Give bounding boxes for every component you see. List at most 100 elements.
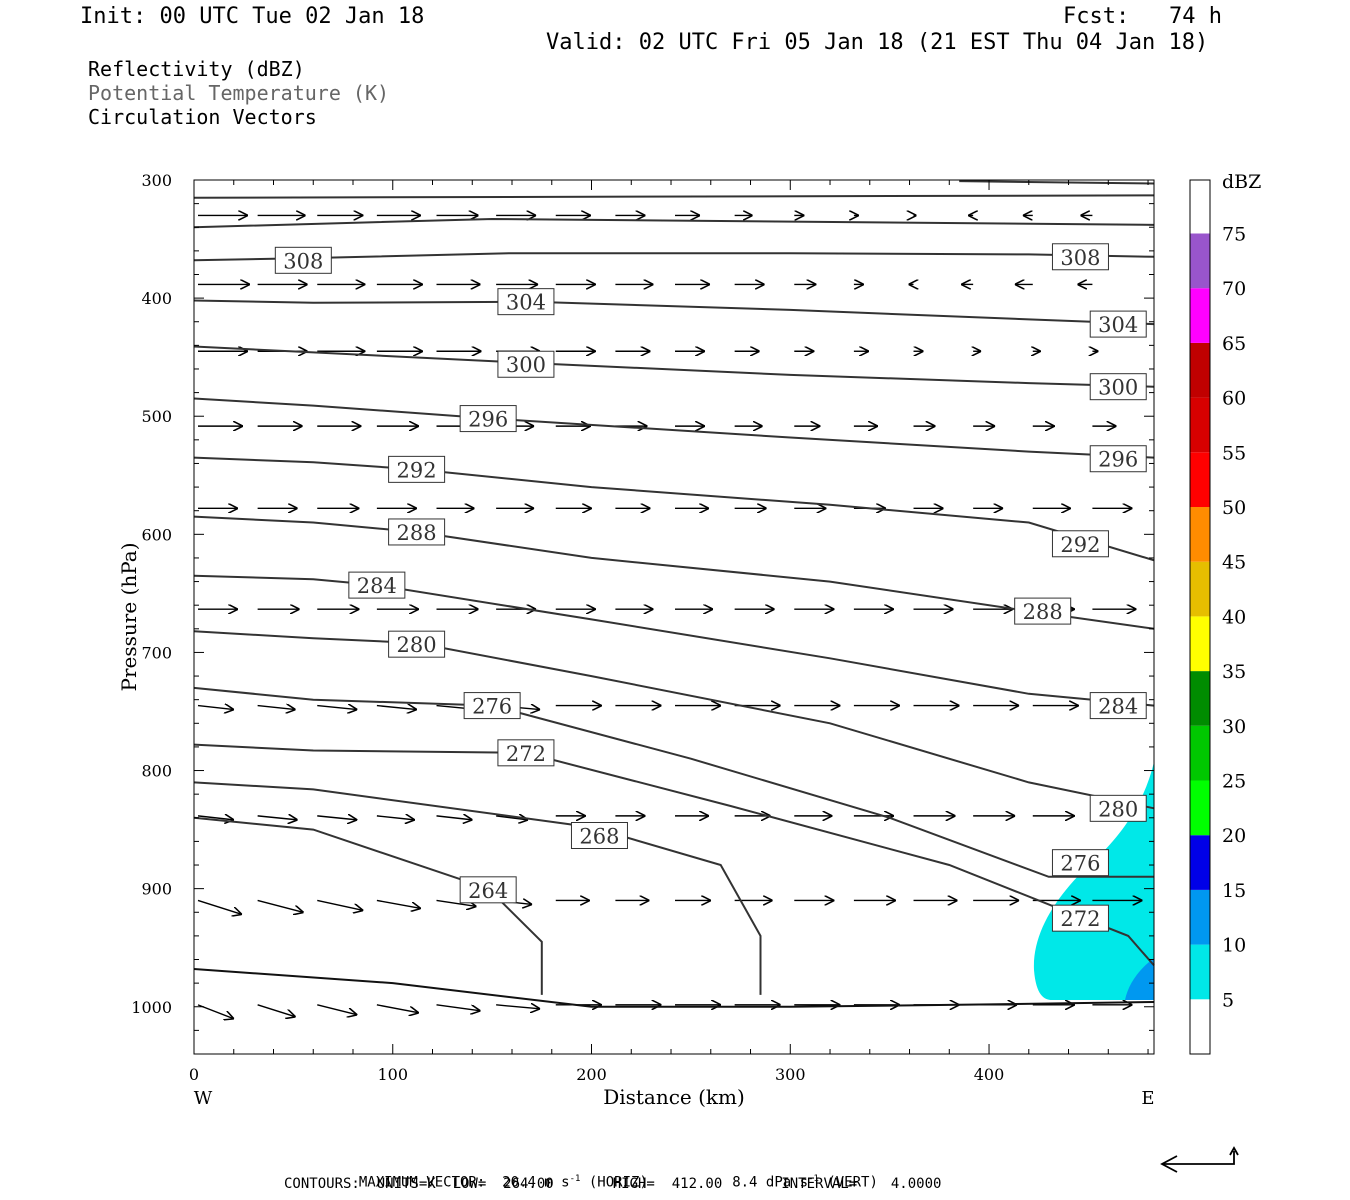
circulation-vector <box>376 1004 419 1013</box>
contour-label-box <box>1051 904 1109 932</box>
theta-contours: 308 308 304 304 300 300 296 296 292 292 288 288 284 2… <box>193 180 1155 1008</box>
contour-label-box <box>1089 445 1147 473</box>
footer-contours: CONTOURS: UNITS=K LOW= 264.00 HIGH= 412.… <box>284 1176 942 1192</box>
reflectivity-fill <box>1033 762 1154 1000</box>
colorbar-segment <box>1190 835 1210 890</box>
x-tick-label: 0 <box>189 1065 199 1084</box>
x-end-label-east: E <box>1141 1088 1154 1109</box>
init-time: Init: 00 UTC Tue 02 Jan 18 <box>80 4 425 29</box>
footer-vert-unit: (VERT) <box>827 1174 878 1191</box>
colorbar-segment <box>1190 288 1210 343</box>
circulation-vector <box>197 816 234 820</box>
contour-label-288: 288 <box>397 521 437 545</box>
y-tick-label: 600 <box>141 525 172 544</box>
legend-potential-temperature: Potential Temperature (K) <box>88 81 390 105</box>
colorbar-frame <box>1189 179 1211 1055</box>
circulation-vector <box>317 899 363 910</box>
circulation-vector <box>496 1005 540 1009</box>
colorbar: 5 10 15 20 25 30 35 40 45 50 55 60 65 70 75 dBZ <box>1189 171 1261 1055</box>
contour-label-296: 296 <box>468 408 508 432</box>
circulation-vector <box>317 706 357 710</box>
colorbar-label: 5 <box>1222 989 1234 1011</box>
circulation-vector <box>257 1004 296 1017</box>
reflectivity-5-dbz-area <box>1033 762 1154 1000</box>
contour-label-box <box>497 350 555 378</box>
contour-label-308: 308 <box>1060 246 1100 270</box>
contour-label-box <box>463 692 521 720</box>
circulation-vector <box>257 706 296 710</box>
footer-max-vector: MAXIMUM VECTOR: 20.4 m s-1 (HORIZ) 8.4 d… <box>358 1174 878 1191</box>
legend-reflectivity: Reflectivity (dBZ) <box>88 57 305 81</box>
y-tick-label: 900 <box>141 880 172 899</box>
y-axis-label: Pressure (hPa) <box>117 543 141 692</box>
theta-contour-268 <box>193 781 762 995</box>
contour-label-box <box>388 455 446 483</box>
contour-label-268: 268 <box>579 825 619 849</box>
contour-label-box <box>1014 597 1072 625</box>
contour-label-272: 272 <box>506 742 546 766</box>
circulation-vector <box>436 816 473 820</box>
contour-label-box <box>459 405 517 433</box>
footer-horiz-value: 20.4 m s <box>502 1174 570 1191</box>
contour-label-276: 276 <box>472 695 512 719</box>
contour-label-264: 264 <box>468 879 508 903</box>
contour-label-box <box>388 630 446 658</box>
contour-label-box <box>348 571 406 599</box>
contour-label-box <box>570 822 628 849</box>
contour-label-box <box>497 288 555 316</box>
theta-contour-300 <box>193 345 1155 388</box>
colorbar-label: 40 <box>1222 606 1246 628</box>
colorbar-label: 35 <box>1222 661 1246 683</box>
contour-label-280: 280 <box>397 633 437 657</box>
contour-label-box <box>1089 794 1147 822</box>
theta-contour-296 <box>193 397 1155 459</box>
colorbar-segment <box>1190 944 1210 1000</box>
circulation-vector <box>436 1004 481 1011</box>
footer-horiz-unit: (HORIZ) <box>588 1174 648 1191</box>
colorbar-segment <box>1190 397 1210 453</box>
contour-label-288: 288 <box>1023 600 1063 624</box>
colorbar-title: dBZ <box>1222 171 1261 193</box>
theta-contour-304 <box>193 299 1155 326</box>
contour-label-box <box>1089 373 1147 401</box>
colorbar-segment <box>1190 725 1210 781</box>
footer-vert-value: 8.4 dPa s <box>732 1174 809 1191</box>
y-tick-label: 800 <box>141 762 172 781</box>
colorbar-segment <box>1190 889 1210 945</box>
circulation-vector <box>496 816 528 820</box>
theta-contour-284 <box>193 574 1155 707</box>
theta-contour-264 <box>193 816 543 995</box>
forecast-hour: Fcst: 74 h <box>1063 4 1222 29</box>
circulation-vector <box>436 899 477 906</box>
contour-label-box <box>459 876 517 904</box>
colorbar-label: 60 <box>1222 388 1246 410</box>
contour-label-284: 284 <box>357 574 397 598</box>
circulation-vector <box>317 816 357 820</box>
theta-contour-288 <box>193 515 1155 630</box>
contour-label-272: 272 <box>1060 907 1100 931</box>
contour-label-276: 276 <box>1060 852 1100 876</box>
x-tick-label: 200 <box>576 1065 607 1084</box>
theta-contour-280 <box>193 630 1155 810</box>
circulation-vector <box>376 816 415 820</box>
reference-vector-head-horiz <box>1160 1155 1178 1173</box>
footer-max-label: MAXIMUM VECTOR: <box>358 1174 486 1191</box>
circulation-vector <box>257 816 298 820</box>
colorbar-label: 25 <box>1222 771 1246 793</box>
contour-label-304: 304 <box>506 291 546 315</box>
contour-label-292: 292 <box>1060 533 1100 557</box>
contour-label-280: 280 <box>1098 797 1138 821</box>
x-tick-label: 100 <box>377 1065 408 1084</box>
contour-label-284: 284 <box>1098 695 1138 719</box>
valid-time: Valid: 02 UTC Fri 05 Jan 18 (21 EST Thu … <box>546 30 1209 55</box>
colorbar-label: 50 <box>1222 497 1246 519</box>
contour-label-box <box>388 518 446 546</box>
contour-label-300: 300 <box>1098 376 1138 400</box>
contour-label-box <box>1051 849 1109 877</box>
contour-label-box <box>274 246 332 274</box>
colorbar-label: 65 <box>1222 333 1246 355</box>
x-end-label-west: W <box>194 1088 213 1109</box>
colorbar-label: 70 <box>1222 278 1246 300</box>
theta-contour-292 <box>193 456 1155 562</box>
